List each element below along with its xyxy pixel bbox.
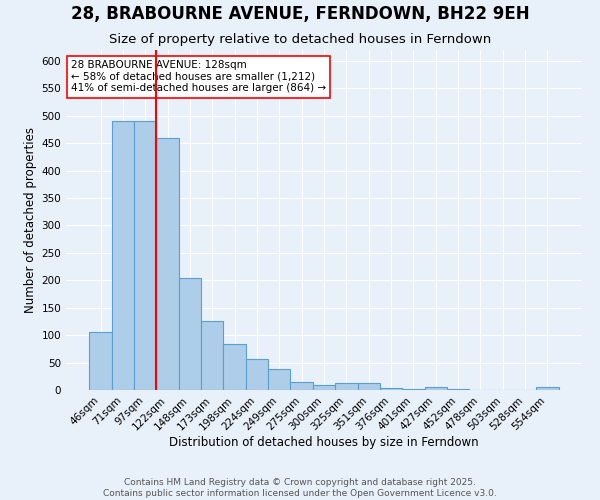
Bar bbox=[358, 384, 380, 390]
X-axis label: Distribution of detached houses by size in Ferndown: Distribution of detached houses by size … bbox=[169, 436, 479, 449]
Bar bbox=[179, 278, 201, 390]
Bar bbox=[157, 138, 179, 390]
Bar bbox=[313, 384, 335, 390]
Bar bbox=[89, 332, 112, 390]
Bar bbox=[201, 322, 223, 390]
Bar bbox=[246, 358, 268, 390]
Bar bbox=[223, 344, 246, 390]
Bar bbox=[335, 384, 358, 390]
Bar bbox=[134, 122, 157, 390]
Bar bbox=[290, 382, 313, 390]
Bar bbox=[268, 369, 290, 390]
Bar bbox=[112, 122, 134, 390]
Bar bbox=[380, 388, 402, 390]
Text: 28 BRABOURNE AVENUE: 128sqm
← 58% of detached houses are smaller (1,212)
41% of : 28 BRABOURNE AVENUE: 128sqm ← 58% of det… bbox=[71, 60, 326, 94]
Text: Size of property relative to detached houses in Ferndown: Size of property relative to detached ho… bbox=[109, 32, 491, 46]
Bar bbox=[425, 388, 447, 390]
Bar bbox=[536, 386, 559, 390]
Text: 28, BRABOURNE AVENUE, FERNDOWN, BH22 9EH: 28, BRABOURNE AVENUE, FERNDOWN, BH22 9EH bbox=[71, 5, 529, 23]
Text: Contains HM Land Registry data © Crown copyright and database right 2025.
Contai: Contains HM Land Registry data © Crown c… bbox=[103, 478, 497, 498]
Y-axis label: Number of detached properties: Number of detached properties bbox=[24, 127, 37, 313]
